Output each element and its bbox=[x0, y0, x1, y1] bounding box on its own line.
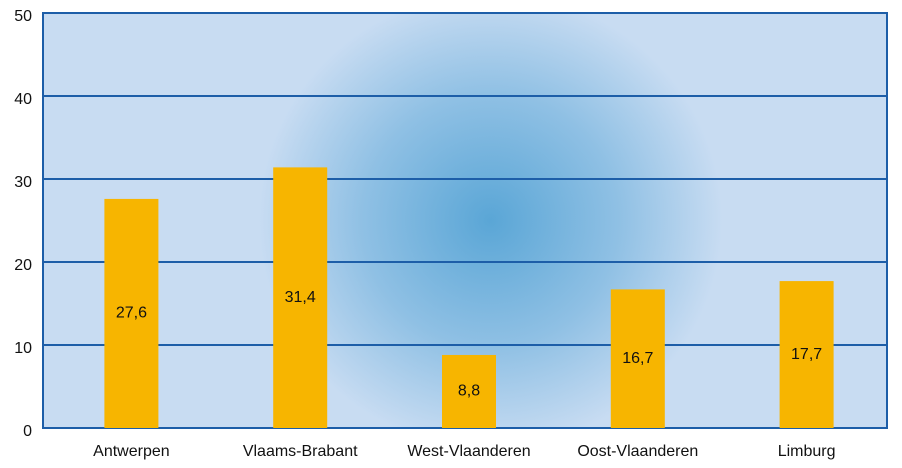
bar bbox=[442, 354, 496, 428]
bar bbox=[273, 167, 328, 428]
data-label: 31,4 bbox=[285, 289, 316, 306]
x-tick-label: West-Vlaanderen bbox=[407, 443, 530, 460]
y-tick-label: 50 bbox=[14, 8, 32, 25]
data-label: 8,8 bbox=[458, 383, 480, 400]
bar bbox=[779, 281, 834, 428]
y-tick-label: 40 bbox=[14, 91, 32, 108]
bar bbox=[104, 198, 159, 428]
data-label: 16,7 bbox=[622, 350, 653, 367]
y-tick-label: 30 bbox=[14, 174, 32, 191]
bar bbox=[610, 289, 665, 428]
y-tick-label: 20 bbox=[14, 257, 32, 274]
x-tick-label: Antwerpen bbox=[93, 443, 170, 460]
y-tick-label: 0 bbox=[23, 423, 32, 440]
data-label: 17,7 bbox=[791, 346, 822, 363]
x-tick-label: Oost-Vlaanderen bbox=[577, 443, 698, 460]
x-tick-label: Limburg bbox=[778, 443, 836, 460]
data-label: 27,6 bbox=[116, 305, 147, 322]
x-tick-label: Vlaams-Brabant bbox=[243, 443, 358, 460]
y-tick-label: 10 bbox=[14, 340, 32, 357]
